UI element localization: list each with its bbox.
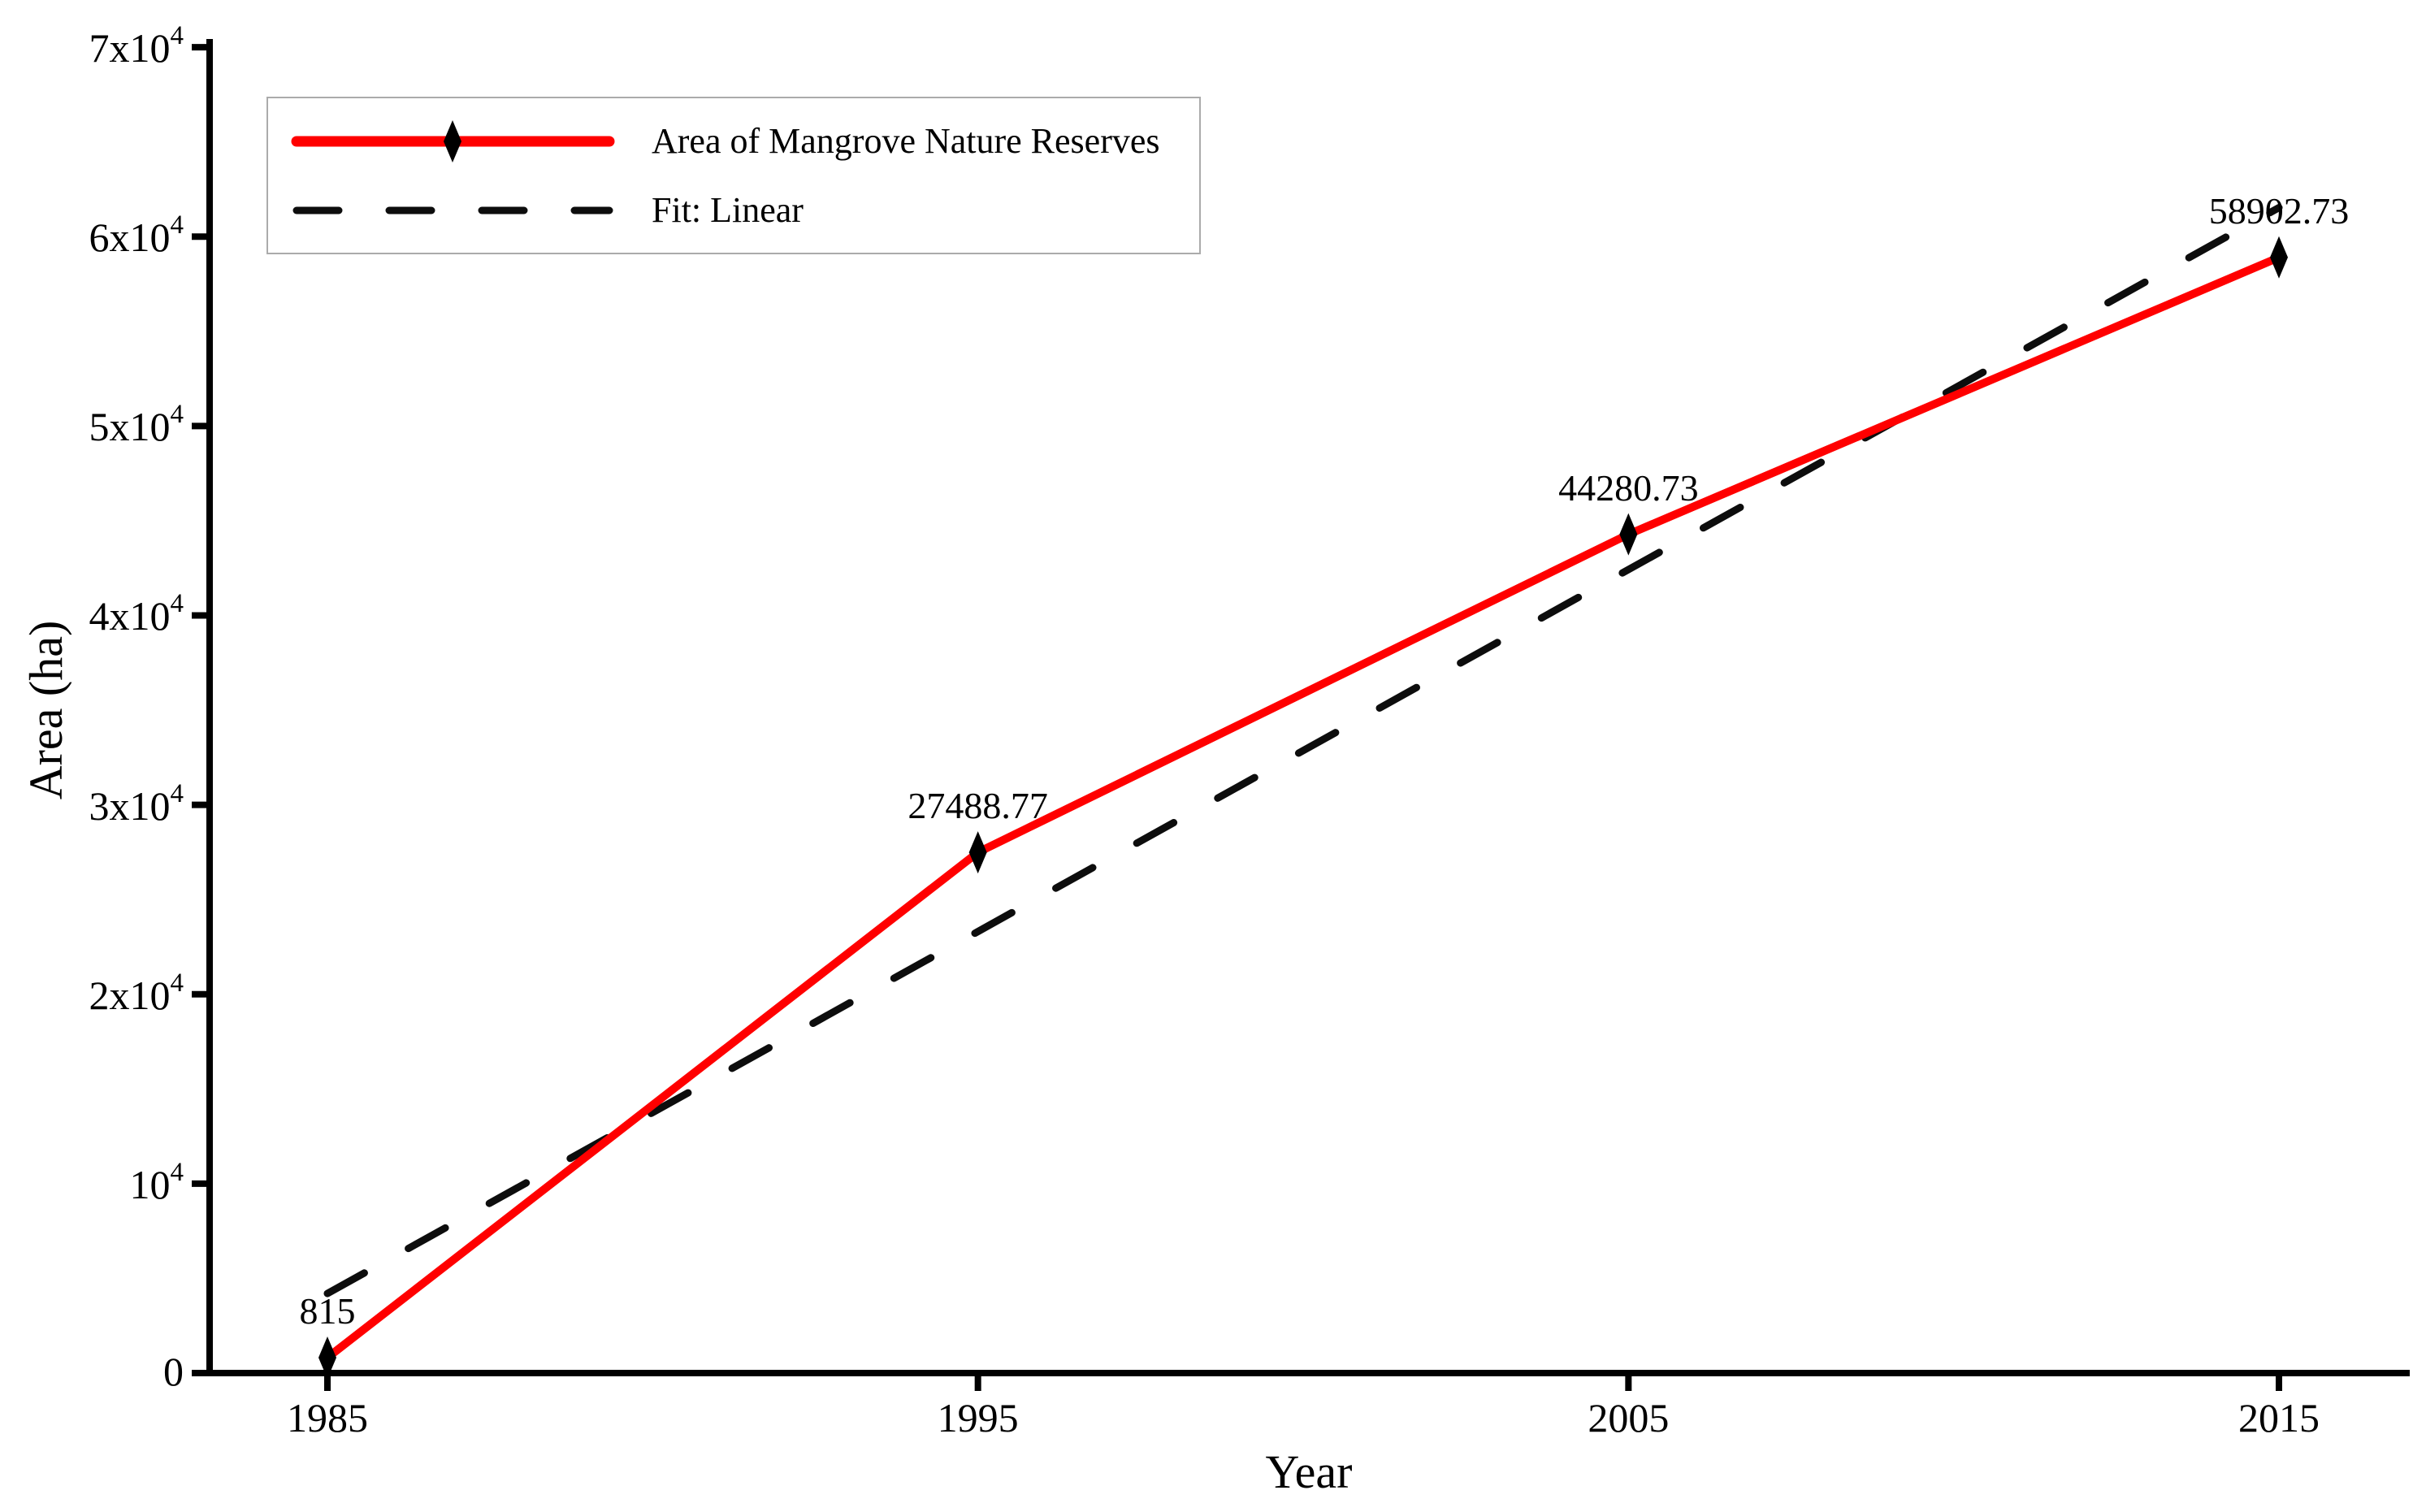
y-tick-label: 7x104 [89, 20, 184, 71]
series-line [323, 253, 2284, 1362]
fit-line-layer [323, 204, 2283, 1298]
legend-series-diamond-marker [444, 120, 461, 162]
y-tick-exponent: 4 [170, 968, 184, 998]
y-tick-mantissa: 6x10 [89, 214, 171, 260]
y-tick-mantissa: 5x10 [89, 404, 171, 450]
y-tick-label: 5x104 [89, 400, 184, 450]
x-tick-label: 1985 [287, 1395, 368, 1441]
y-axis-title: Area (ha) [19, 620, 72, 800]
y-tick-label: 4x104 [89, 589, 184, 639]
data-point-marker [968, 831, 987, 874]
x-axis-title: Year [1265, 1445, 1353, 1498]
x-tick-label: 1995 [937, 1395, 1019, 1441]
y-tick-label: 3x104 [89, 778, 184, 829]
data-point-label: 815 [299, 1289, 356, 1332]
y-tick-mantissa: 7x10 [89, 24, 171, 71]
data-point-label: 58902.73 [2208, 189, 2350, 232]
y-tick-exponent: 4 [170, 400, 184, 430]
y-tick-exponent: 4 [170, 778, 184, 808]
legend-fit-label: Fit: Linear [652, 190, 804, 230]
legend-series-sample [291, 120, 615, 162]
data-point-marker [1619, 513, 1638, 556]
y-tick-label: 104 [130, 1159, 184, 1205]
data-point-marker [2270, 236, 2289, 279]
y-tick-mantissa: 4x10 [89, 593, 171, 639]
y-tick-mantissa: 3x10 [89, 782, 171, 829]
y-tick-mantissa: 0 [163, 1349, 184, 1394]
legend-entry-series: Area of Mangrove Nature Reserves [268, 106, 1199, 175]
y-tick-exponent: 4 [170, 1157, 184, 1187]
y-tick-exponent: 4 [170, 20, 184, 50]
x-tick-label: 2005 [1588, 1395, 1670, 1441]
fit-line [323, 204, 2283, 1298]
y-tick-exponent: 4 [170, 589, 184, 619]
legend-fit-sample [292, 206, 613, 214]
y-tick-label: 6x104 [89, 210, 184, 260]
legend-entry-fit: Fit: Linear [268, 175, 1199, 245]
y-tick-mantissa: 2x10 [89, 972, 171, 1018]
x-tick-label: 2015 [2238, 1395, 2320, 1441]
data-point-label: 27488.77 [908, 785, 1048, 827]
y-tick-mantissa: 10 [129, 1161, 171, 1207]
data-point-label: 44280.73 [1558, 466, 1699, 509]
legend: Area of Mangrove Nature Reserves Fit: Li… [266, 97, 1201, 254]
series-layer [318, 236, 2289, 1379]
data-point-marker [318, 1336, 336, 1379]
y-tick-label: 2x104 [89, 968, 184, 1018]
legend-series-label: Area of Mangrove Nature Reserves [652, 121, 1160, 161]
y-tick-label: 0 [163, 1351, 184, 1392]
y-tick-exponent: 4 [170, 210, 184, 240]
